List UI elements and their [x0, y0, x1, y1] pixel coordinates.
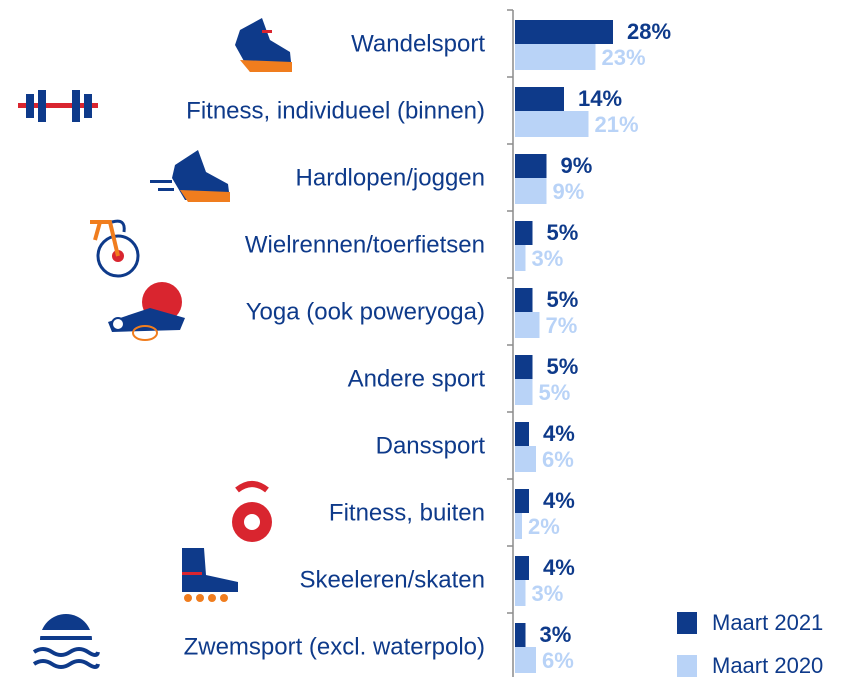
icon-kettlebell [232, 481, 272, 542]
value-label: 5% [547, 287, 579, 312]
value-label: 5% [547, 220, 579, 245]
value-label: 4% [543, 555, 575, 580]
legend-swatch [677, 655, 697, 677]
bar [515, 489, 529, 513]
bar [515, 513, 522, 539]
bar [515, 446, 536, 472]
bar [515, 580, 526, 606]
icon-dumbbell [18, 90, 98, 122]
legend-swatch [677, 612, 697, 634]
bar [515, 178, 547, 204]
value-label: 28% [627, 19, 671, 44]
value-label: 6% [542, 447, 574, 472]
value-label: 3% [532, 581, 564, 606]
value-label: 4% [543, 488, 575, 513]
icon-bike [90, 219, 140, 278]
bar [515, 623, 526, 647]
category-label: Wandelsport [351, 30, 485, 57]
bar [515, 379, 533, 405]
bar [515, 556, 529, 580]
bar [515, 245, 526, 271]
bar [515, 288, 533, 312]
bar [515, 647, 536, 673]
icon-yoga [108, 282, 185, 341]
icon-swim [32, 614, 100, 669]
legend-label: Maart 2021 [712, 610, 823, 635]
bar [515, 111, 589, 137]
value-label: 21% [595, 112, 639, 137]
value-label: 5% [539, 380, 571, 405]
bar [515, 422, 529, 446]
value-label: 4% [543, 421, 575, 446]
legend-label: Maart 2020 [712, 653, 823, 677]
value-label: 14% [578, 86, 622, 111]
value-label: 9% [553, 179, 585, 204]
category-label: Danssport [376, 432, 486, 459]
value-label: 23% [602, 45, 646, 70]
category-label: Hardlopen/joggen [296, 164, 485, 191]
bar [515, 221, 533, 245]
value-label: 7% [546, 313, 578, 338]
bar [515, 355, 533, 379]
bar [515, 154, 547, 178]
value-label: 3% [540, 622, 572, 647]
value-label: 3% [532, 246, 564, 271]
value-label: 9% [561, 153, 593, 178]
bar [515, 44, 596, 70]
category-label: Zwemsport (excl. waterpolo) [184, 633, 485, 660]
category-label: Andere sport [348, 365, 486, 392]
icon-walking [235, 18, 292, 72]
value-label: 6% [542, 648, 574, 673]
category-label: Fitness, buiten [329, 499, 485, 526]
value-label: 5% [547, 354, 579, 379]
category-label: Yoga (ook poweryoga) [246, 298, 485, 325]
category-label: Skeeleren/skaten [300, 566, 485, 593]
value-label: 2% [528, 514, 560, 539]
category-label: Fitness, individueel (binnen) [186, 97, 485, 124]
bar [515, 312, 540, 338]
icon-running [150, 150, 230, 202]
bar [515, 20, 613, 44]
icon-skate [182, 548, 238, 602]
category-label: Wielrennen/toerfietsen [245, 231, 485, 258]
bar [515, 87, 564, 111]
